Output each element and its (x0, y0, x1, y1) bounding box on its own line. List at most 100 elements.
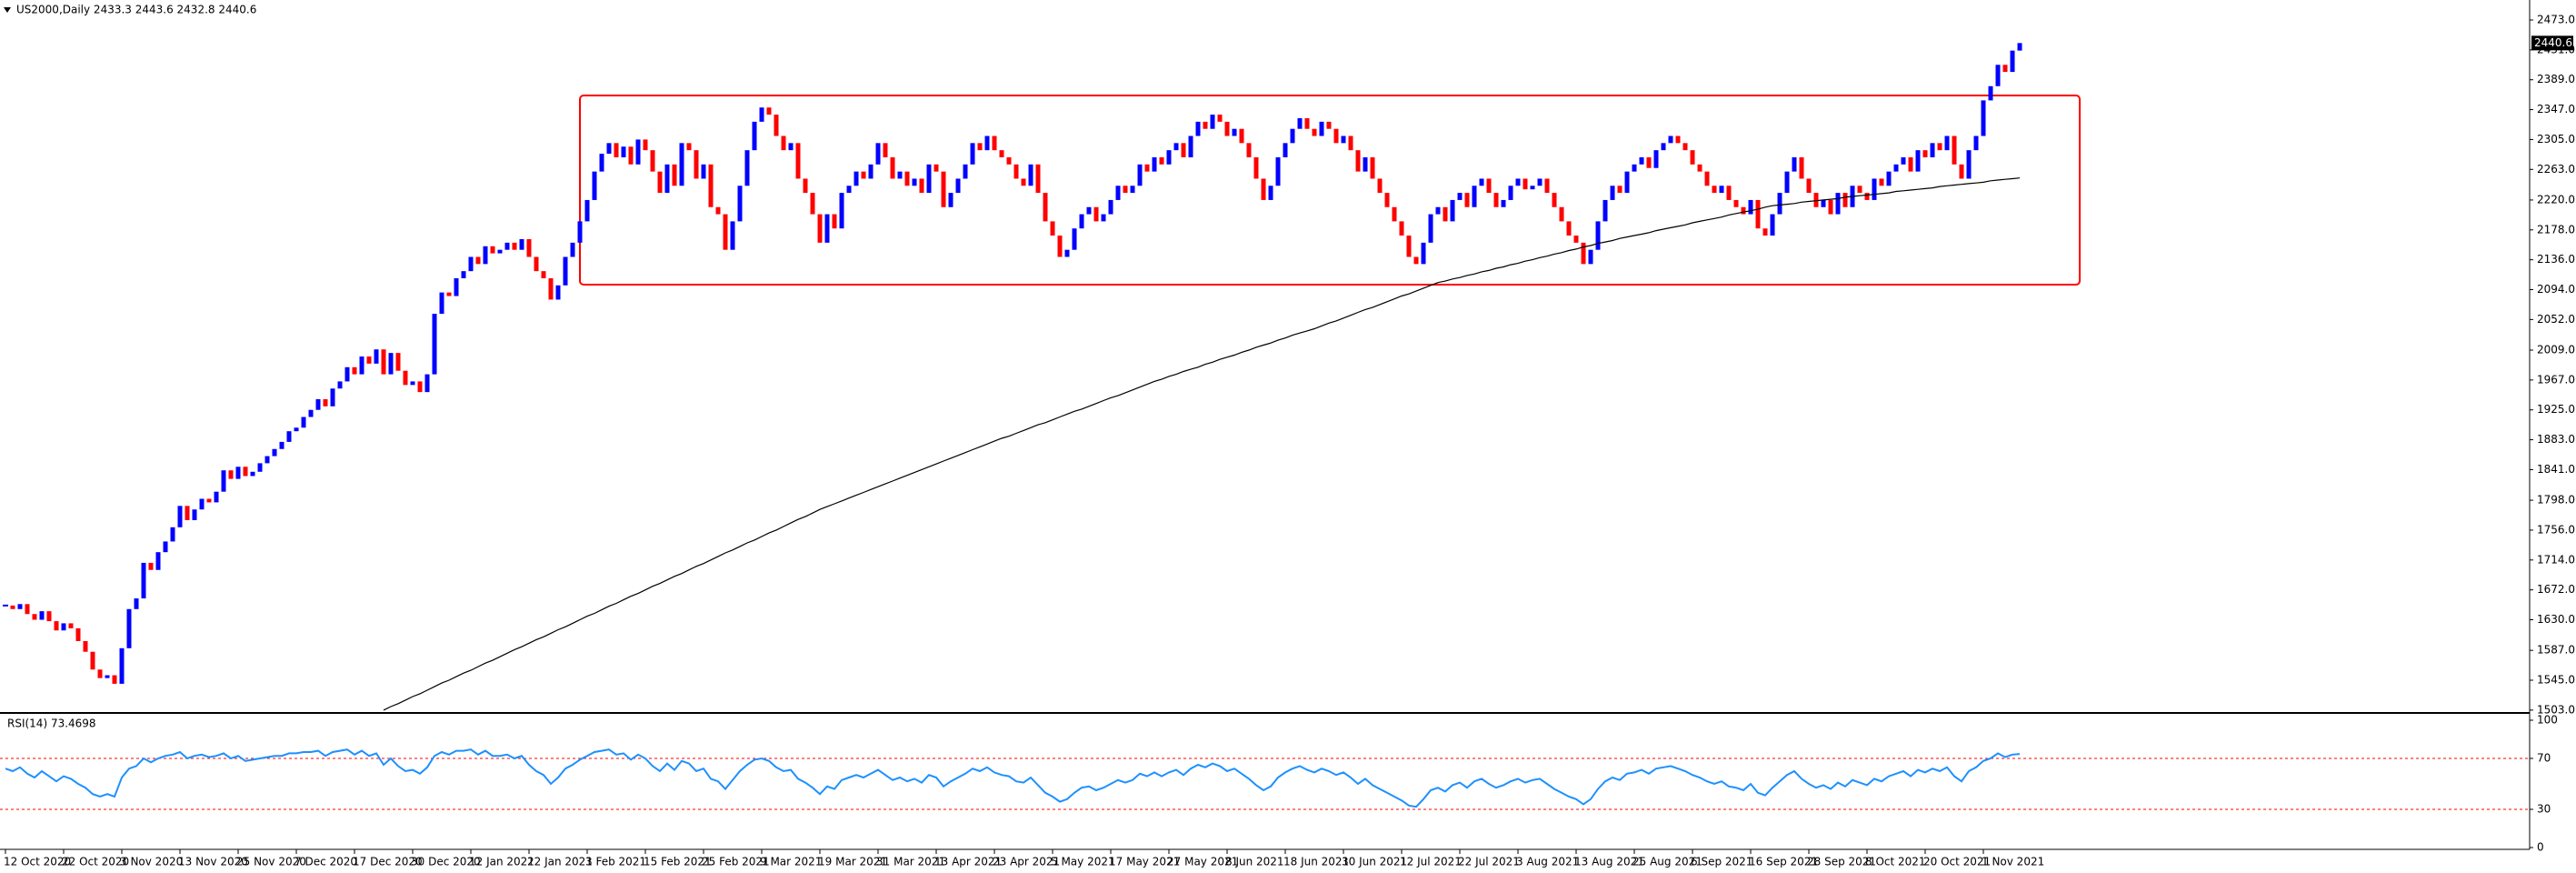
candle (395, 353, 401, 371)
candle (1981, 100, 1986, 136)
candle (519, 238, 524, 250)
candle (1704, 171, 1710, 186)
candle (68, 623, 74, 628)
candle (1893, 164, 1899, 172)
candle (1123, 186, 1128, 194)
candle (1413, 256, 1419, 265)
y-tick-label: 1672.0 (2537, 583, 2575, 596)
candle (446, 292, 452, 296)
candle (1530, 186, 1535, 190)
x-tick-label: 8 Jun 2021 (1225, 856, 1284, 868)
candle (810, 193, 815, 215)
candle (1617, 186, 1622, 194)
candle (1086, 206, 1092, 215)
x-tick-label: 30 Jun 2021 (1342, 856, 1407, 868)
candle (388, 353, 394, 375)
candle (374, 349, 379, 364)
y-tick-label: 1714.0 (2537, 553, 2575, 566)
y-tick-label: 2052.0 (2537, 313, 2575, 326)
candle (912, 178, 917, 186)
candle (1544, 178, 1550, 194)
candle (650, 150, 655, 172)
x-tick-label: 8 Oct 2021 (1865, 856, 1926, 868)
candle (679, 143, 684, 186)
rsi-tick-label: 0 (2537, 841, 2544, 854)
candle (1813, 193, 1819, 207)
candle (1988, 85, 1993, 101)
candle (490, 246, 495, 254)
candle (1821, 199, 1826, 207)
candle (1944, 135, 1950, 151)
candle (1137, 164, 1143, 186)
candle (599, 154, 604, 172)
x-tick-label: 25 Feb 2021 (702, 856, 770, 868)
candle (1675, 135, 1681, 144)
candle (1908, 156, 1913, 172)
candle (265, 456, 270, 464)
candle (1792, 156, 1797, 172)
candle (694, 150, 699, 179)
candle (839, 193, 844, 229)
candle (1450, 199, 1455, 222)
candle (97, 669, 103, 678)
x-tick-label: 25 Aug 2021 (1632, 856, 1702, 868)
candle (781, 135, 786, 151)
candle (439, 292, 444, 315)
candle (1835, 193, 1841, 215)
x-tick-label: 17 Dec 2020 (353, 856, 423, 868)
candle (592, 171, 597, 200)
candle (272, 448, 277, 457)
candle (461, 271, 466, 278)
candle (1021, 178, 1026, 186)
candle (861, 171, 866, 179)
candle (1232, 128, 1237, 136)
candle (221, 470, 226, 492)
candle (817, 214, 823, 243)
candle (83, 640, 88, 652)
candle (643, 139, 648, 151)
candle (883, 143, 888, 157)
candle (1799, 156, 1804, 179)
candle (1268, 186, 1273, 200)
candle (570, 242, 575, 257)
candle (1937, 143, 1942, 151)
x-tick-label: 13 Aug 2021 (1574, 856, 1644, 868)
candle (1966, 150, 1972, 179)
candle (1559, 206, 1564, 222)
candle (1166, 150, 1172, 165)
candle (1181, 143, 1186, 157)
candle (1304, 117, 1310, 129)
y-tick-label: 1841.0 (2537, 463, 2575, 476)
candle (1355, 150, 1361, 172)
x-tick-label: 1 Nov 2021 (1982, 856, 2044, 868)
candle (1493, 193, 1499, 207)
candle (105, 675, 110, 678)
candle (119, 647, 125, 684)
candle (432, 314, 437, 375)
candle (854, 171, 859, 186)
x-tick-label: 12 Jan 2021 (469, 856, 534, 868)
candle (832, 214, 837, 229)
candle (1639, 156, 1644, 165)
candle (1828, 199, 1833, 215)
x-tick-label: 3 Feb 2021 (585, 856, 646, 868)
candle (1050, 221, 1055, 236)
candle (1319, 121, 1324, 136)
candle (10, 605, 15, 609)
candle (1013, 164, 1019, 179)
candle (1508, 186, 1513, 200)
last-price-box (2531, 35, 2573, 51)
candle (54, 621, 59, 631)
candle (1144, 164, 1150, 172)
candle (75, 627, 81, 641)
candle (1915, 150, 1921, 172)
rsi-tick-label: 70 (2537, 752, 2551, 765)
candle (1341, 135, 1346, 144)
candle (1348, 135, 1353, 151)
candle (723, 214, 728, 250)
chart-title: US2000,Daily 2433.3 2443.6 2432.8 2440.6 (16, 4, 256, 16)
x-tick-label: 16 Sep 2021 (1749, 856, 1818, 868)
candle (1275, 156, 1281, 186)
candle (1399, 221, 1404, 236)
candle (61, 623, 66, 631)
